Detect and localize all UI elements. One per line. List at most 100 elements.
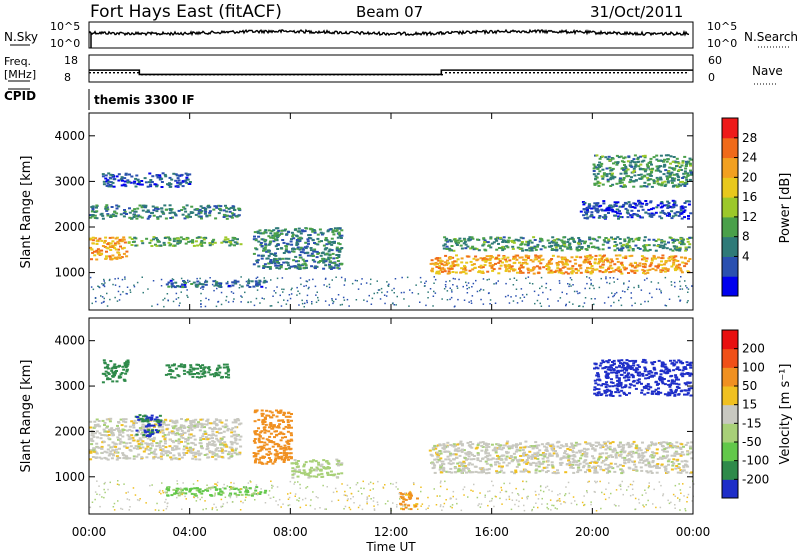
nave-point: [673, 72, 675, 74]
heatmap-cell: [608, 445, 612, 448]
heatmap-cell: [236, 214, 240, 217]
heatmap-cell: [529, 282, 531, 284]
heatmap-cell: [642, 159, 646, 162]
heatmap-cell: [177, 182, 181, 185]
heatmap-cell: [101, 296, 104, 298]
heatmap-cell: [161, 453, 165, 456]
heatmap-cell: [629, 262, 633, 265]
heatmap-cell: [202, 238, 206, 241]
heatmap-cell: [267, 414, 271, 417]
heatmap-cell: [537, 465, 541, 468]
heatmap-cell: [343, 284, 346, 286]
velocity-scatter: [89, 358, 695, 512]
heatmap-cell: [271, 445, 275, 448]
heatmap-cell: [456, 258, 460, 261]
heatmap-cell: [200, 287, 202, 289]
heatmap-cell: [116, 365, 120, 368]
heatmap-cell: [248, 286, 252, 288]
heatmap-cell: [201, 418, 205, 421]
heatmap-cell: [336, 236, 340, 239]
heatmap-cell: [600, 277, 602, 280]
heatmap-cell: [220, 439, 224, 441]
heatmap-cell: [503, 239, 507, 242]
nave-point: [281, 74, 283, 76]
heatmap-cell: [466, 288, 468, 290]
heatmap-cell: [100, 239, 104, 242]
heatmap-cell: [301, 258, 305, 261]
heatmap-cell: [504, 258, 508, 261]
heatmap-cell: [199, 277, 201, 280]
heatmap-cell: [267, 235, 271, 238]
heatmap-cell: [117, 376, 121, 379]
nave-point: [465, 72, 467, 74]
heatmap-cell: [449, 257, 453, 260]
heatmap-cell: [569, 267, 573, 270]
heatmap-cell: [95, 456, 98, 459]
heatmap-cell: [215, 373, 219, 376]
heatmap-cell: [188, 173, 192, 176]
heatmap-cell: [623, 461, 627, 464]
nave-point: [185, 74, 187, 76]
heatmap-cell: [124, 421, 128, 424]
heatmap-cell: [151, 428, 155, 431]
heatmap-cell: [89, 276, 92, 279]
heatmap-cell: [139, 441, 143, 444]
heatmap-cell: [208, 486, 211, 489]
heatmap-cell: [505, 245, 509, 248]
heatmap-cell: [205, 215, 209, 218]
heatmap-cell: [332, 241, 336, 244]
heatmap-cell: [226, 427, 230, 430]
heatmap-cell: [624, 291, 626, 293]
heatmap-cell: [175, 445, 179, 448]
heatmap-cell: [510, 265, 514, 268]
heatmap-cell: [231, 284, 235, 287]
heatmap-cell: [566, 267, 570, 270]
heatmap-cell: [207, 366, 211, 369]
heatmap-cell: [472, 257, 476, 260]
heatmap-cell: [111, 432, 115, 435]
heatmap-cell: [682, 211, 686, 213]
heatmap-cell: [336, 264, 340, 267]
heatmap-cell: [258, 435, 262, 438]
nave-point: [137, 72, 139, 74]
heatmap-cell: [614, 254, 618, 257]
heatmap-cell: [233, 488, 237, 490]
heatmap-cell: [204, 237, 208, 240]
heatmap-cell: [504, 241, 508, 243]
heatmap-cell: [604, 237, 608, 239]
heatmap-cell: [235, 242, 239, 245]
heatmap-cell: [170, 419, 174, 422]
heatmap-cell: [218, 419, 222, 422]
heatmap-cell: [291, 476, 295, 479]
heatmap-cell: [183, 283, 187, 286]
heatmap-cell: [282, 241, 286, 244]
heatmap-cell: [680, 276, 682, 278]
heatmap-cell: [601, 263, 605, 266]
heatmap-cell: [450, 249, 453, 252]
heatmap-cell: [641, 216, 644, 219]
heatmap-cell: [438, 257, 442, 260]
heatmap-cell: [114, 237, 118, 240]
heatmap-cell: [133, 419, 137, 422]
heatmap-cell: [167, 373, 171, 376]
heatmap-cell: [618, 182, 622, 185]
heatmap-cell: [321, 232, 325, 235]
nave-point: [633, 72, 635, 74]
heatmap-cell: [491, 449, 495, 452]
heatmap-cell: [264, 429, 268, 432]
heatmap-cell: [104, 457, 108, 460]
heatmap-cell: [200, 426, 204, 429]
heatmap-cell: [447, 458, 451, 461]
heatmap-cell: [171, 432, 175, 435]
heatmap-cell: [138, 414, 142, 417]
heatmap-cell: [558, 269, 562, 272]
heatmap-cell: [443, 243, 447, 246]
heatmap-cell: [673, 177, 677, 180]
heatmap-cell: [115, 380, 119, 383]
date-title: 31/Oct/2011: [590, 3, 683, 21]
heatmap-cell: [122, 291, 124, 293]
heatmap-cell: [524, 258, 528, 261]
heatmap-cell: [613, 204, 617, 207]
heatmap-cell: [259, 431, 263, 434]
heatmap-cell: [462, 242, 466, 245]
